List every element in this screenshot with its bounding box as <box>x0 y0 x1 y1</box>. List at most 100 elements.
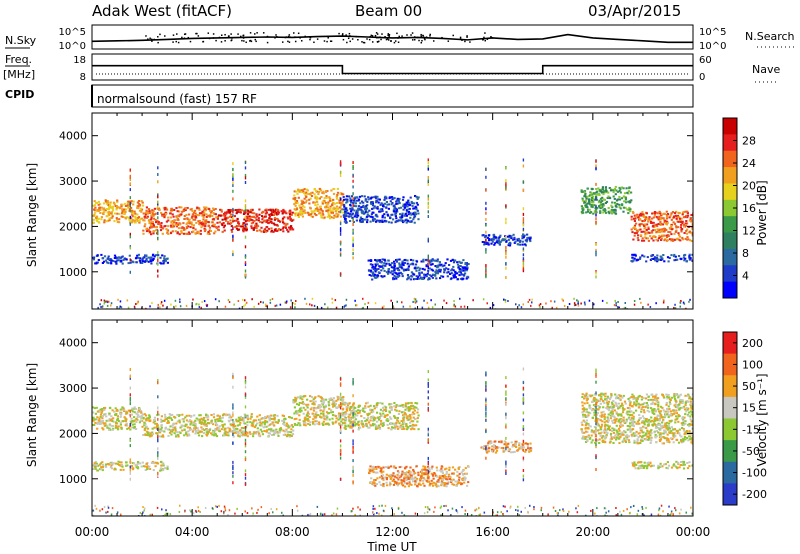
range-gate-cell <box>328 418 331 421</box>
range-gate-cell <box>353 209 356 212</box>
range-gate-cell <box>492 233 496 236</box>
range-gate-cell <box>416 408 420 411</box>
range-gate-cell <box>111 207 114 210</box>
range-gate-cell <box>178 206 181 209</box>
range-gate-cell <box>244 303 247 306</box>
range-gate-cell <box>105 419 108 422</box>
range-gate-cell <box>435 277 438 280</box>
range-gate-cell <box>599 205 602 208</box>
range-gate-cell <box>133 462 136 465</box>
range-gate-cell <box>522 303 524 306</box>
range-gate-cell <box>188 434 191 437</box>
range-gate-cell <box>302 422 305 425</box>
noise-point <box>388 33 391 36</box>
range-gate-cell <box>157 216 159 220</box>
range-gate-cell <box>260 230 263 233</box>
range-gate-cell <box>190 223 194 226</box>
range-gate-cell <box>195 216 198 219</box>
range-gate-cell <box>619 191 622 194</box>
range-gate-cell <box>409 258 413 261</box>
range-gate-cell <box>382 412 385 415</box>
range-gate-cell <box>309 303 311 306</box>
range-gate-cell <box>303 423 306 426</box>
range-gate-cell <box>396 300 398 303</box>
range-gate-cell <box>411 413 414 416</box>
range-gate-cell <box>337 412 341 415</box>
range-gate-cell <box>259 419 262 422</box>
range-gate-cell <box>683 259 686 262</box>
range-gate-cell <box>183 434 186 437</box>
range-gate-cell <box>201 223 204 226</box>
range-gate-cell <box>105 202 108 205</box>
range-gate-cell <box>409 305 411 308</box>
range-gate-cell <box>573 302 576 305</box>
range-gate-cell <box>387 272 390 275</box>
range-gate-cell <box>400 404 403 407</box>
range-gate-cell <box>686 216 689 219</box>
range-gate-cell <box>232 184 234 187</box>
range-gate-cell <box>659 218 662 221</box>
range-gate-cell <box>676 258 679 261</box>
range-gate-cell <box>400 426 403 429</box>
range-gate-cell <box>634 254 637 257</box>
range-gate-cell <box>637 216 640 219</box>
noise-point <box>196 32 198 35</box>
range-gate-cell <box>263 229 266 232</box>
range-gate-cell <box>666 256 670 259</box>
range-gate-cell <box>245 226 248 229</box>
range-gate-cell <box>583 301 586 304</box>
range-gate-cell <box>103 299 106 302</box>
range-gate-cell <box>290 435 293 437</box>
range-gate-cell <box>417 414 420 417</box>
range-gate-cell <box>584 204 587 207</box>
range-gate-cell <box>244 261 247 265</box>
range-gate-cell <box>331 414 335 417</box>
range-gate-cell <box>595 159 597 163</box>
range-gate-cell <box>385 414 388 417</box>
range-gate-cell <box>253 426 256 429</box>
range-gate-cell <box>668 257 671 259</box>
range-gate-cell <box>609 189 613 192</box>
range-gate-cell <box>401 263 404 266</box>
range-gate-cell <box>304 395 307 398</box>
range-gate-cell <box>673 216 676 219</box>
range-gate-cell <box>673 306 675 309</box>
range-gate-cell <box>401 260 404 263</box>
range-gate-cell <box>145 258 148 261</box>
range-gate-cell <box>303 417 306 420</box>
range-gate-cell <box>589 194 592 197</box>
range-gate-cell <box>604 189 607 192</box>
range-gate-cell <box>349 207 352 210</box>
range-gate-cell <box>244 173 247 177</box>
freq-line <box>92 64 693 75</box>
range-gate-cell <box>262 301 264 304</box>
range-gate-cell <box>691 260 693 262</box>
freq-tick-18: 18 <box>73 55 86 66</box>
range-gate-cell <box>392 278 395 281</box>
range-gate-cell <box>683 225 686 228</box>
range-gate-cell <box>290 428 293 431</box>
range-gate-cell <box>354 212 358 215</box>
range-gate-cell <box>302 211 305 214</box>
range-gate-cell <box>210 414 213 416</box>
range-gate-cell <box>539 306 541 309</box>
range-gate-cell <box>439 268 442 271</box>
range-gate-cell <box>150 216 153 219</box>
range-gate-cell <box>673 212 677 215</box>
range-gate-cell <box>157 173 159 176</box>
range-gate-cell <box>371 216 374 219</box>
range-gate-cell <box>379 208 382 211</box>
range-gate-cell <box>657 218 660 221</box>
range-gate-cell <box>427 167 429 171</box>
range-gate-cell <box>416 411 419 414</box>
range-gate-cell <box>331 297 333 300</box>
range-gate-cell <box>180 424 183 427</box>
range-gate-cell <box>232 427 235 430</box>
range-gate-cell <box>170 417 173 420</box>
range-gate-cell <box>607 210 610 213</box>
range-gate-cell <box>152 225 155 228</box>
range-gate-cell <box>358 195 362 198</box>
noise-point <box>164 35 166 37</box>
range-gate-cell <box>236 430 239 433</box>
